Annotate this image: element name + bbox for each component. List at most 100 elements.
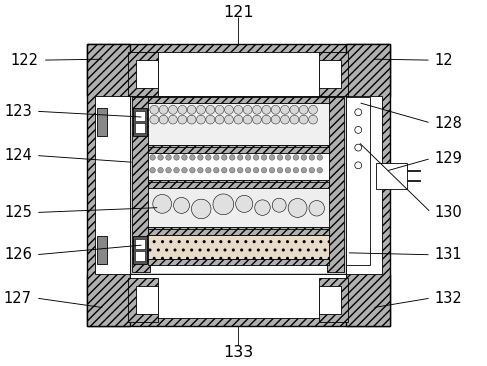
Bar [346,96,382,274]
Bar [319,60,340,87]
Circle shape [299,105,308,114]
Circle shape [174,155,179,160]
Text: 132: 132 [435,291,463,306]
Bar [130,52,346,96]
Bar [97,236,107,264]
Circle shape [174,168,179,173]
Text: 125: 125 [4,205,32,220]
Text: 12: 12 [435,53,453,68]
Circle shape [189,155,195,160]
Bar [319,286,340,314]
Circle shape [285,155,291,160]
Text: 133: 133 [223,344,253,359]
Bar [346,44,390,325]
Bar [87,44,130,325]
Bar [130,274,346,318]
Circle shape [234,115,243,124]
Bar [135,239,145,249]
Bar [148,229,329,235]
Bar [128,279,158,322]
Circle shape [253,105,262,114]
Circle shape [187,105,196,114]
Circle shape [255,200,270,215]
Bar [319,279,348,322]
Bar [148,182,329,188]
Circle shape [317,168,322,173]
Bar [135,123,145,133]
Circle shape [355,109,362,116]
Circle shape [150,115,159,124]
Bar [97,108,107,136]
Circle shape [197,115,206,124]
Circle shape [309,115,318,124]
Bar [87,44,390,96]
Circle shape [262,115,271,124]
Bar [87,274,390,325]
Circle shape [150,105,159,114]
Circle shape [198,155,203,160]
Circle shape [309,105,318,114]
Circle shape [290,115,299,124]
Circle shape [277,168,283,173]
Circle shape [166,155,171,160]
Text: 131: 131 [435,247,463,262]
Bar [148,153,329,180]
Circle shape [206,168,211,173]
Circle shape [253,155,259,160]
Circle shape [182,155,187,160]
Circle shape [206,105,215,114]
Circle shape [197,105,206,114]
Circle shape [191,199,211,219]
Text: 128: 128 [435,116,463,131]
Bar [346,97,370,265]
Bar [376,163,408,189]
Circle shape [301,168,307,173]
Circle shape [158,155,163,160]
Circle shape [159,115,168,124]
Bar [148,145,329,150]
Bar [133,108,147,136]
Circle shape [153,194,171,213]
Text: 129: 129 [435,151,463,166]
Circle shape [309,168,315,173]
Circle shape [234,105,243,114]
Circle shape [301,155,307,160]
Circle shape [271,115,280,124]
Circle shape [229,155,235,160]
Circle shape [355,162,362,169]
Circle shape [213,168,219,173]
Circle shape [169,115,177,124]
Bar [148,147,329,153]
Bar [148,97,329,103]
Bar [319,52,348,96]
Circle shape [245,155,251,160]
Circle shape [262,155,267,160]
Bar [148,180,329,186]
Circle shape [309,201,324,216]
Text: 124: 124 [4,148,32,163]
Text: 122: 122 [11,53,39,68]
Circle shape [272,198,286,212]
Bar [136,286,158,314]
Text: 130: 130 [435,205,463,220]
Text: 126: 126 [4,247,32,262]
Circle shape [173,197,189,213]
Bar [136,60,158,87]
Circle shape [215,115,224,124]
Circle shape [281,105,289,114]
Circle shape [178,105,187,114]
Bar [148,188,329,227]
Bar [132,97,150,272]
Circle shape [159,105,168,114]
Circle shape [213,194,234,215]
Circle shape [269,168,275,173]
Circle shape [178,115,187,124]
Circle shape [198,168,203,173]
Bar [128,52,158,96]
Circle shape [262,105,271,114]
Circle shape [355,127,362,133]
Circle shape [285,168,291,173]
Circle shape [225,115,233,124]
Bar [95,96,130,274]
Circle shape [150,155,155,160]
